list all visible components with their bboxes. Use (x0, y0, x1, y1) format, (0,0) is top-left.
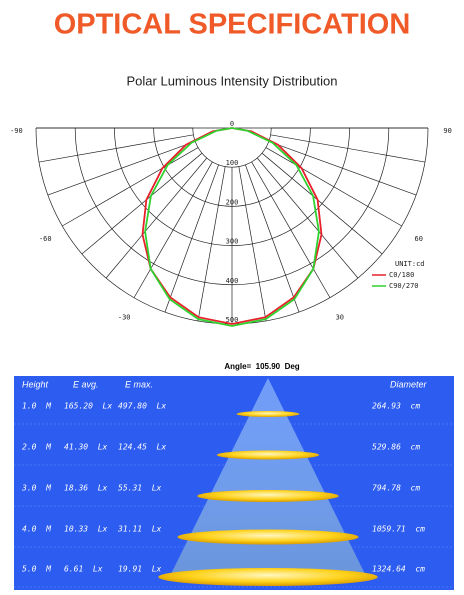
table-cell: 5.0 M (22, 565, 52, 574)
column-header: E avg. (73, 379, 99, 389)
light-disc (216, 450, 320, 460)
grid-circle (74, 127, 390, 286)
table-cell: 18.36 Lx (64, 484, 108, 493)
unit-label: UNIT:cd (395, 260, 425, 268)
table-cell: 529.86 cm (372, 443, 420, 452)
angle-tick-label: 30 (336, 314, 344, 322)
angle-tick-label: 60 (414, 235, 422, 243)
intensity-curve (144, 127, 320, 327)
table-cell: 124.45 Lx (118, 443, 166, 452)
legend-label: C0/180 (389, 271, 414, 279)
light-disc (236, 411, 300, 417)
r-tick-label: 300 (226, 238, 239, 246)
table-cell: 55.31 Lx (118, 484, 162, 493)
table-cell: 1059.71 cm (372, 525, 425, 534)
intensity-curve (141, 127, 323, 325)
angle-text: Angle= 105.90 Deg (224, 362, 299, 371)
angle-tick-label: -30 (118, 314, 131, 322)
table-cell: 3.0 M (21, 484, 52, 493)
table-cell: 1324.64 cm (372, 565, 425, 574)
table-cell: 6.61 Lx (64, 565, 103, 574)
angle-tick-label: -60 (39, 235, 52, 243)
light-disc (177, 529, 359, 545)
table-cell: 2.0 M (22, 443, 52, 452)
column-header: E max. (125, 379, 153, 389)
r-tick-label: 500 (226, 316, 239, 324)
page-title: OPTICAL SPECIFICATION (54, 9, 411, 41)
r-tick-label: 0 (230, 120, 234, 128)
table-cell: 794.78 cm (372, 484, 420, 493)
table-cell: 1.0 M (22, 402, 52, 411)
column-header: Diameter (390, 379, 428, 389)
light-disc (158, 568, 378, 586)
grid-circle (153, 127, 311, 207)
table-cell: 10.33 Lx (64, 525, 108, 534)
table-cell: 4.0 M (22, 525, 52, 534)
angle-tick-label: 90 (443, 127, 451, 135)
column-header: Height (22, 379, 49, 389)
table-cell: 31.11 Lx (117, 525, 162, 534)
light-disc (197, 490, 339, 502)
r-tick-label: 400 (226, 277, 239, 285)
chart-title: Polar Luminous Intensity Distribution (127, 73, 338, 88)
grid-circle (192, 127, 272, 168)
table-cell: 19.91 Lx (118, 565, 162, 574)
light-cone (168, 378, 368, 580)
angle-tick-label: -90 (10, 127, 23, 135)
legend-label: C90/270 (389, 282, 419, 290)
r-tick-label: 200 (226, 198, 239, 206)
grid-circle (114, 127, 350, 246)
table-cell: 264.93 cm (372, 402, 420, 411)
table-cell: 41.30 Lx (64, 443, 108, 452)
table-cell: 497.80 Lx (118, 402, 166, 411)
r-tick-label: 100 (226, 159, 239, 167)
table-cell: 165.20 Lx (64, 402, 112, 411)
